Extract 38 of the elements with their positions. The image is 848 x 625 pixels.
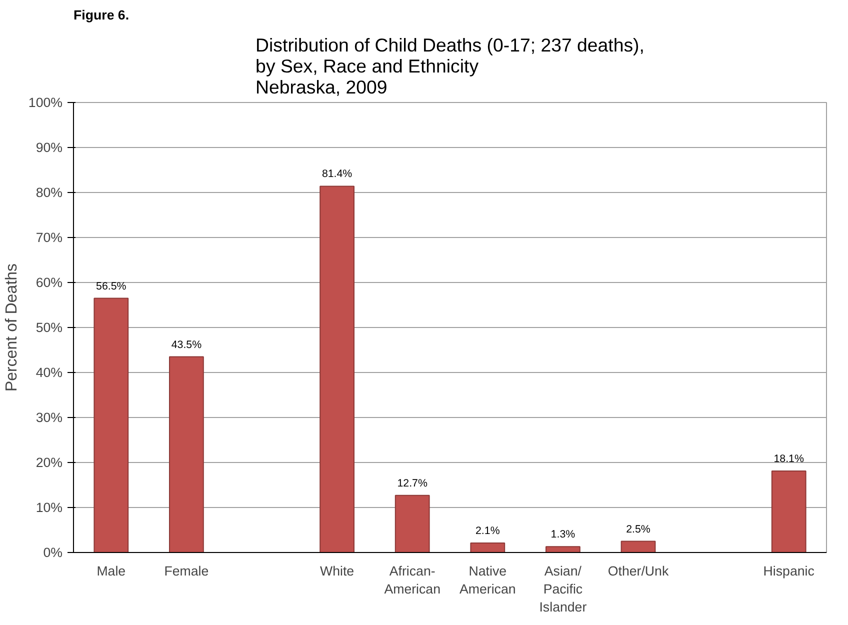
data-label: 56.5% [96, 280, 127, 292]
caption: Figure 6. [74, 8, 130, 22]
data-label: 1.3% [550, 528, 576, 541]
data-label: 81.4% [322, 168, 353, 180]
x-tick-label: Asian/ Pacific Islander [539, 564, 588, 614]
data-label: 18.1% [774, 453, 804, 466]
bar [94, 298, 129, 552]
x-tick-label: White [320, 564, 354, 578]
y-tick-label: 30% [36, 410, 63, 425]
data-label: 2.1% [476, 525, 500, 538]
data-label: 12.7% [397, 477, 428, 490]
bar [546, 546, 580, 552]
x-tick-label: Other/Unk [608, 564, 669, 578]
y-tick-label: 60% [36, 275, 63, 290]
y-tick-label: 100% [28, 95, 63, 110]
x-tick-label: Female [164, 564, 209, 578]
bar [620, 540, 656, 552]
y-tick-label: 0% [43, 545, 63, 560]
y-tick-label: 50% [36, 320, 63, 335]
bar [169, 356, 204, 552]
y-axis-title: Percent of Deaths [3, 263, 20, 392]
x-tick-label: Native American [460, 564, 516, 596]
chart-title: Distribution of Child Deaths (0-17; 237 deaths), by Sex, Race and Ethnicity Nebraska, 2009 [256, 34, 644, 98]
x-tick-label: Male [96, 564, 126, 578]
x-tick-label: African- American [384, 564, 440, 596]
data-label: 43.5% [171, 338, 202, 351]
y-tick-label: 40% [36, 365, 63, 380]
x-tick-label: Hispanic [763, 564, 815, 578]
y-tick-label: 20% [36, 455, 63, 470]
bar [470, 542, 506, 552]
bar [320, 186, 354, 552]
y-tick-label: 10% [36, 500, 63, 515]
data-label: 2.5% [626, 523, 651, 536]
y-tick-label: 80% [36, 185, 63, 200]
y-tick-label: 70% [36, 230, 63, 245]
bar [394, 494, 430, 552]
y-tick-label: 90% [36, 140, 63, 155]
bar [771, 470, 806, 552]
